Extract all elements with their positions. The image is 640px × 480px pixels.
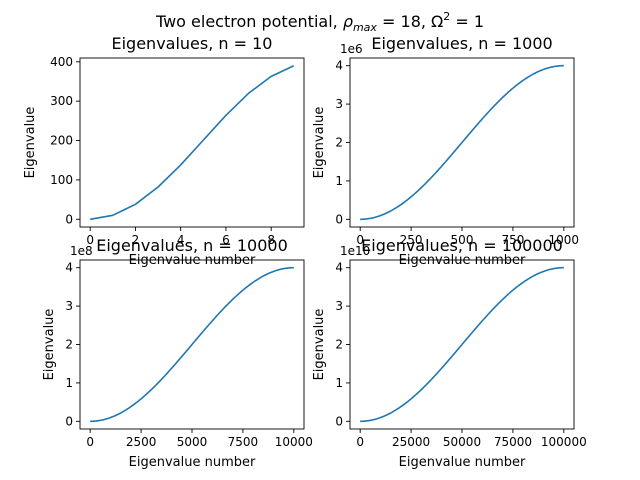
chart-3-ytick-label: 2: [65, 338, 73, 352]
chart-2-title: Eigenvalues, n = 1000: [371, 34, 552, 53]
chart-2-series-line: [360, 64, 564, 221]
chart-3-series-line: [90, 266, 294, 423]
chart-2-xlabel: Eigenvalue number: [399, 253, 526, 268]
chart-2-xtick-label: 1000: [549, 233, 580, 247]
chart-1-xtick-label: 2: [132, 233, 140, 247]
chart-3-ytick-label: 0: [65, 414, 73, 428]
chart-4-series-line: [360, 266, 564, 423]
chart-1-ytick-label: 0: [65, 212, 73, 226]
chart-4-ytick-label: 1: [335, 376, 343, 390]
chart-2-ytick-label: 1: [335, 174, 343, 188]
chart-4-xtick-label: 100000: [541, 435, 587, 449]
chart-2-xtick-label: 250: [400, 233, 423, 247]
chart-1-xtick-label: 6: [222, 233, 230, 247]
suptitle-rest: = 18, Ω: [377, 12, 443, 31]
suptitle-rho-subscript: max: [353, 21, 377, 34]
chart-1-ytick-label: 300: [50, 94, 73, 108]
chart-2-xtick-label: 750: [501, 233, 524, 247]
chart-1-title: Eigenvalues, n = 10: [112, 34, 273, 53]
chart-4-ytick-label: 4: [335, 261, 343, 275]
chart-2: 0 250 500 750 1000 0 1 2 3 4 1e6 Eigenvalue Eigenval…: [312, 34, 579, 268]
chart-2-xtick-label: 500: [451, 233, 474, 247]
chart-3-xlabel: Eigenvalue number: [129, 455, 256, 470]
chart-4-ytick-label: 3: [335, 299, 343, 313]
chart-1-ytick-label: 400: [50, 55, 73, 69]
chart-2-ytick-label: 2: [335, 136, 343, 150]
suptitle-rho: ρ: [343, 12, 353, 31]
chart-3-xtick-label: 7500: [228, 435, 259, 449]
chart-1-axes-frame: [79, 57, 305, 228]
chart-1-xtick-label: 0: [86, 233, 94, 247]
suptitle-omega-superscript: 2: [443, 10, 450, 23]
chart-2-ytick-label: 0: [335, 212, 343, 226]
chart-2-y-offset-label: 1e6: [340, 42, 363, 56]
chart-2-ylabel: Eigenvalue: [312, 107, 327, 179]
chart-4-xlabel: Eigenvalue number: [399, 455, 526, 470]
chart-4: 0 25000 50000 75000 100000012341e10Eigenvalu…: [312, 236, 587, 470]
chart-2-xtick-label: 0: [356, 233, 364, 247]
chart-3-title: Eigenvalues, n = 10000: [96, 236, 288, 255]
chart-4-title: Eigenvalues, n = 100000: [361, 236, 563, 255]
chart-3-ylabel: Eigenvalue: [42, 309, 57, 381]
chart-4-xtick-label: 25000: [392, 435, 430, 449]
chart-1-xtick-label: 8: [267, 233, 275, 247]
chart-4-xtick-label: 50000: [443, 435, 481, 449]
chart-3-ytick-label: 4: [65, 261, 73, 275]
chart-3-xtick-label: 5000: [177, 435, 208, 449]
chart-1-ytick-label: 200: [50, 134, 73, 148]
chart-4-xtick-label: 75000: [494, 435, 532, 449]
chart-1-ylabel: Eigenvalue: [23, 107, 38, 179]
figure-suptitle: Two electron potential, ρmax = 18, Ω2 = …: [155, 10, 484, 34]
chart-3-ytick-label: 1: [65, 376, 73, 390]
chart-3-y-offset-label: 1e8: [70, 244, 93, 258]
chart-3-xtick-label: 10000: [275, 435, 313, 449]
chart-3-xtick-label: 2500: [126, 435, 157, 449]
chart-1: 0 2 4 6 8 0 100 200 300 400 Eigenvalue Eigenvalue n…: [23, 34, 305, 268]
chart-1-ytick-label: 100: [50, 173, 73, 187]
chart-3-xtick-label: 0: [86, 435, 94, 449]
suptitle-end: = 1: [450, 12, 484, 31]
chart-4-ylabel: Eigenvalue: [312, 309, 327, 381]
chart-3: 0 2500 5000 7500 10000 0 1 2 3 4 1e8 Eigenvalue Eige…: [42, 236, 313, 470]
chart-1-series-line: [90, 64, 295, 221]
chart-4-ytick-label: 2: [335, 338, 343, 352]
chart-4-ytick-label: 0: [335, 414, 343, 428]
chart-2-ytick-label: 4: [335, 59, 343, 73]
chart-1-xlabel: Eigenvalue number: [129, 253, 256, 268]
chart-4-xtick-label: 0: [356, 435, 364, 449]
chart-2-ytick-label: 3: [335, 97, 343, 111]
chart-1-xtick-label: 4: [177, 233, 185, 247]
suptitle-text: Two electron potential,: [155, 12, 343, 31]
chart-4-y-offset-label: 1e10: [340, 244, 370, 258]
chart-3-ytick-label: 3: [65, 299, 73, 313]
